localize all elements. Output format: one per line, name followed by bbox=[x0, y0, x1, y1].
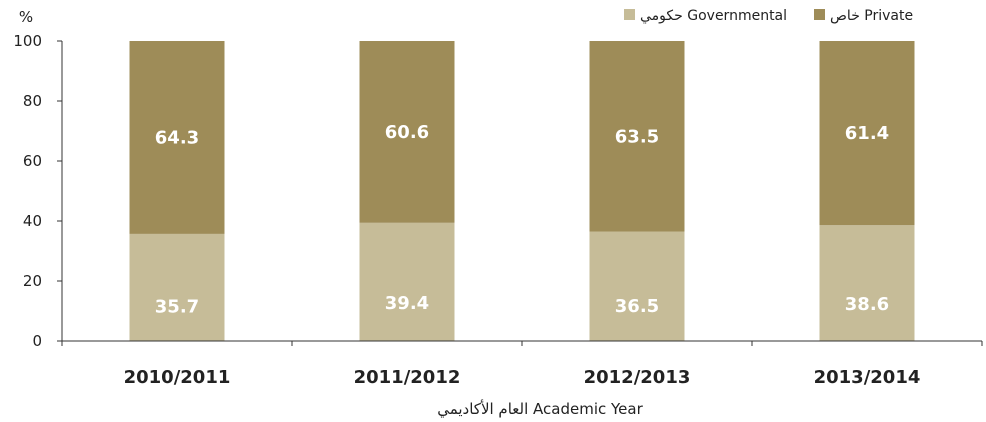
bar-private bbox=[359, 41, 455, 223]
data-label: 39.4 bbox=[385, 293, 429, 314]
data-label: 64.3 bbox=[155, 127, 199, 148]
category-label: 2013/2014 bbox=[814, 367, 921, 388]
bar-governmental bbox=[129, 233, 225, 341]
y-tick-label: 80 bbox=[23, 92, 42, 110]
y-axis-ticks: 0 20 40 60 80 100 bbox=[13, 32, 983, 350]
category-label: 2011/2012 bbox=[354, 367, 461, 388]
data-labels: 35.7 64.3 39.4 60.6 36.5 63.5 38.6 61.4 bbox=[155, 122, 889, 318]
y-tick-label: 0 bbox=[32, 332, 42, 350]
bar-governmental bbox=[359, 222, 455, 341]
bar-private bbox=[129, 41, 225, 234]
data-label: 61.4 bbox=[845, 123, 889, 144]
data-label: 60.6 bbox=[385, 122, 429, 143]
y-tick-label: 100 bbox=[13, 32, 42, 50]
data-label: 63.5 bbox=[615, 126, 659, 147]
legend: حكومي Governmental خاص Private bbox=[624, 8, 913, 24]
y-tick-label: 40 bbox=[23, 212, 42, 230]
bar-governmental bbox=[589, 231, 685, 341]
y-tick-label: 60 bbox=[23, 152, 42, 170]
legend-swatch-private bbox=[814, 9, 825, 20]
bars bbox=[129, 41, 915, 341]
x-axis-categories: 2010/2011 2011/2012 2012/2013 2013/2014 bbox=[124, 367, 921, 388]
legend-label-governmental: حكومي Governmental bbox=[640, 8, 787, 24]
data-label: 35.7 bbox=[155, 297, 199, 318]
bar-private bbox=[589, 41, 685, 232]
bar-private bbox=[819, 41, 915, 226]
legend-swatch-governmental bbox=[624, 9, 635, 20]
data-label: 38.6 bbox=[845, 294, 889, 315]
y-axis-unit-label: % bbox=[19, 8, 33, 26]
category-label: 2012/2013 bbox=[584, 367, 691, 388]
x-axis-title: العام الأكاديمي Academic Year bbox=[437, 399, 643, 419]
category-label: 2010/2011 bbox=[124, 367, 231, 388]
data-label: 36.5 bbox=[615, 296, 659, 317]
bar-governmental bbox=[819, 225, 915, 341]
y-tick-label: 20 bbox=[23, 272, 42, 290]
legend-label-private: خاص Private bbox=[830, 8, 913, 24]
